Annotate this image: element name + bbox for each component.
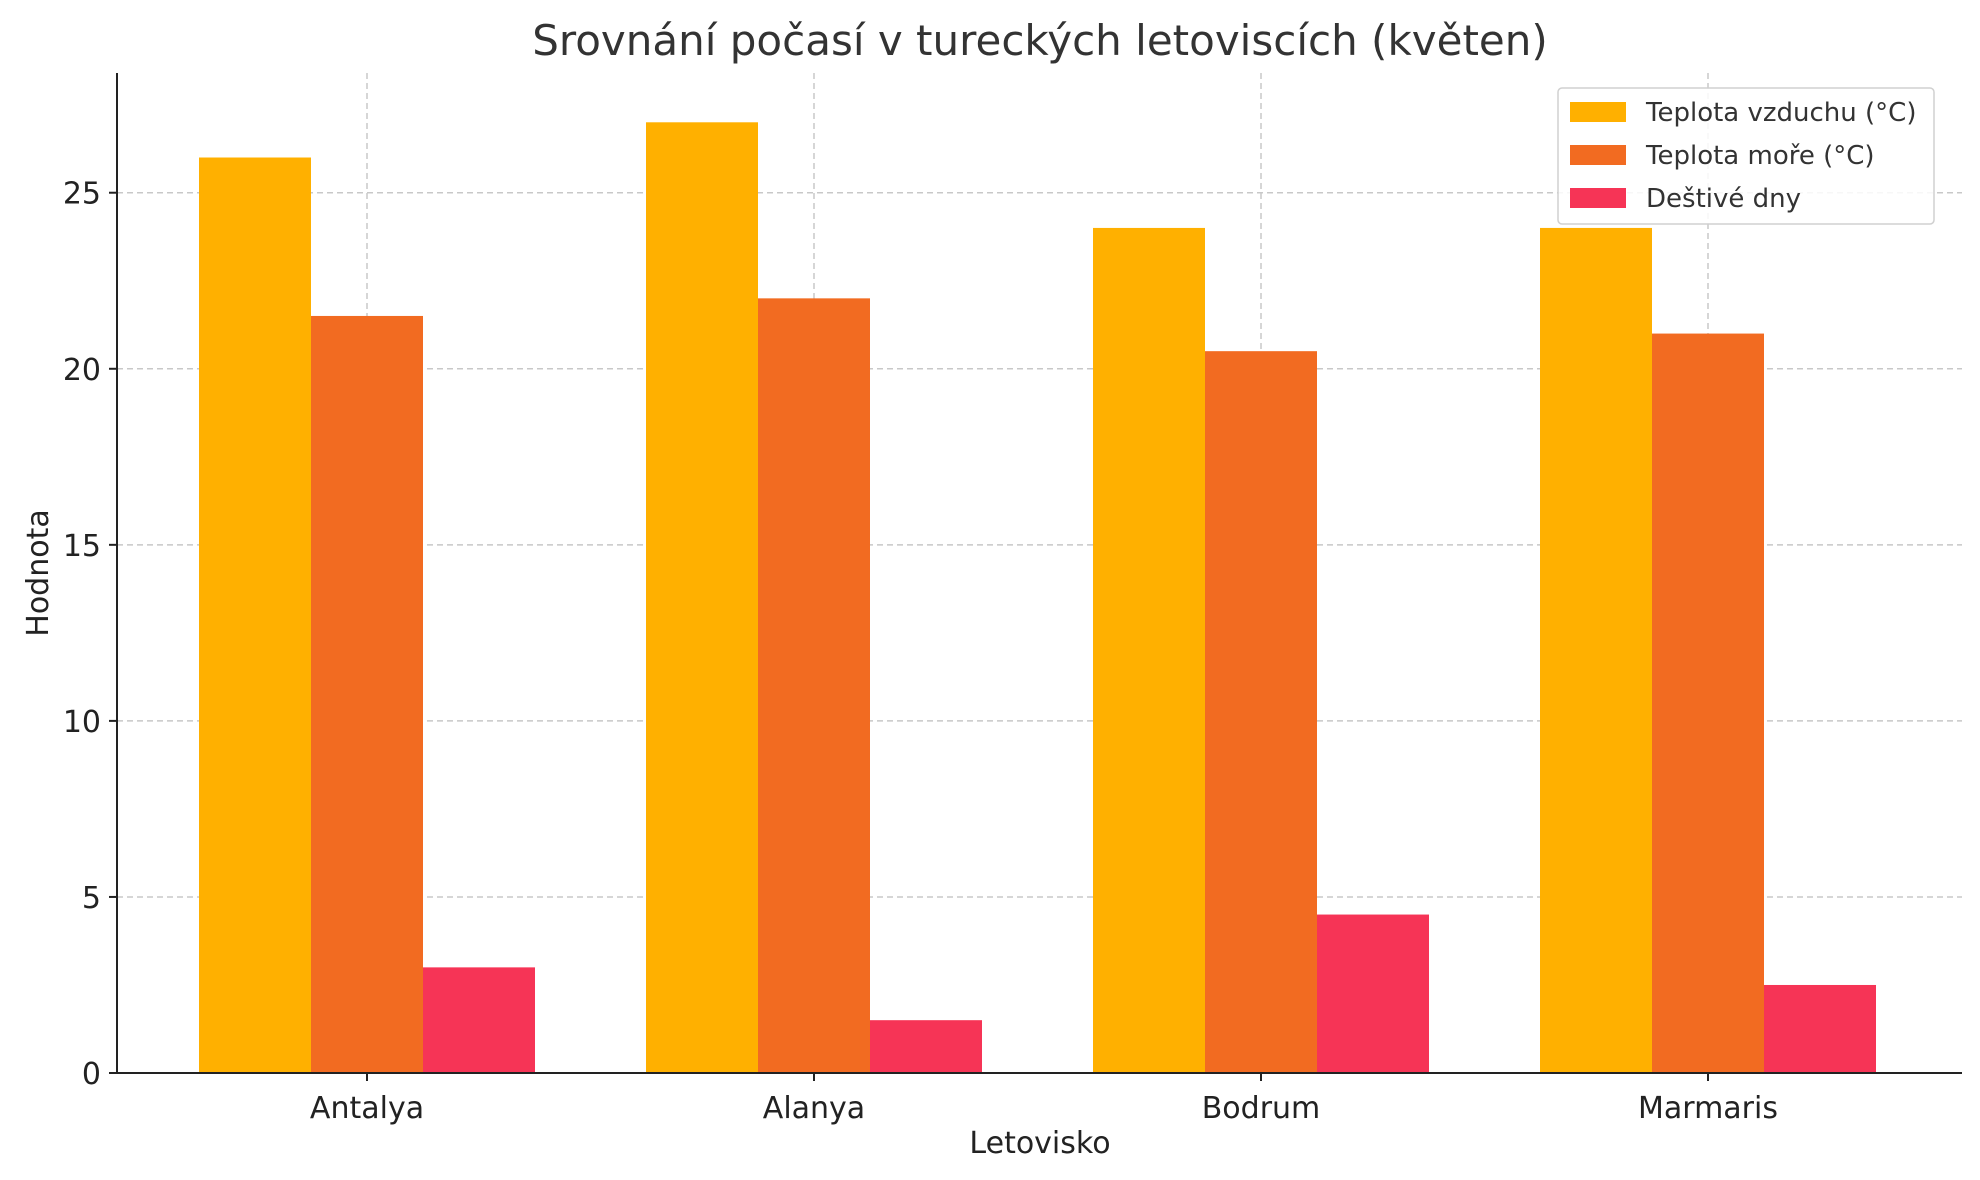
bar-alanya-series-2 [758,298,870,1073]
x-tick-label: Marmaris [1638,1091,1778,1126]
legend: Teplota vzduchu (°C) Teplota moře (°C) Deš… [1557,87,1935,225]
bar-marmaris-series-1 [1540,227,1652,1074]
bar-antalya-series-3 [423,967,535,1073]
legend-box [1557,87,1935,225]
ticks-layer: 0 5 10 15 20 25 Antalya Alanya Bodrum Marmaris [63,177,1778,1126]
bar-bodrum-series-1 [1093,227,1205,1074]
legend-swatch [1570,145,1626,165]
bar-bodrum-series-2 [1205,351,1317,1073]
y-tick-label: 20 [63,353,101,388]
bar-antalya-series-1 [199,157,311,1073]
y-tick-label: 25 [63,177,101,212]
legend-swatch [1570,188,1626,208]
legend-swatch [1570,102,1626,122]
y-tick-label: 15 [63,529,101,564]
legend-entry: Teplota moře (°C) [1645,141,1875,171]
y-tick-label: 0 [82,1057,101,1092]
legend-entry: Teplota vzduchu (°C) [1645,98,1916,128]
x-tick-label: Alanya [763,1091,865,1126]
bar-alanya-series-1 [646,122,758,1073]
x-axis-label: Letovisko [969,1126,1110,1161]
x-tick-label: Antalya [310,1091,424,1126]
legend-entry: Deštivé dny [1646,184,1801,214]
y-axis-label: Hodnota [21,509,56,636]
bar-marmaris-series-3 [1764,984,1876,1073]
chart-title: Srovnání počasí v tureckých letoviscích … [532,16,1548,65]
bar-antalya-series-2 [311,315,423,1073]
bar-alanya-series-3 [870,1020,982,1073]
bar-bodrum-series-3 [1317,914,1429,1073]
axes-layer [116,73,1962,1074]
bar-marmaris-series-2 [1652,333,1764,1074]
bars-layer [199,122,1876,1074]
y-tick-label: 5 [82,881,101,916]
y-tick-label: 10 [63,705,101,740]
x-tick-label: Bodrum [1202,1091,1321,1126]
